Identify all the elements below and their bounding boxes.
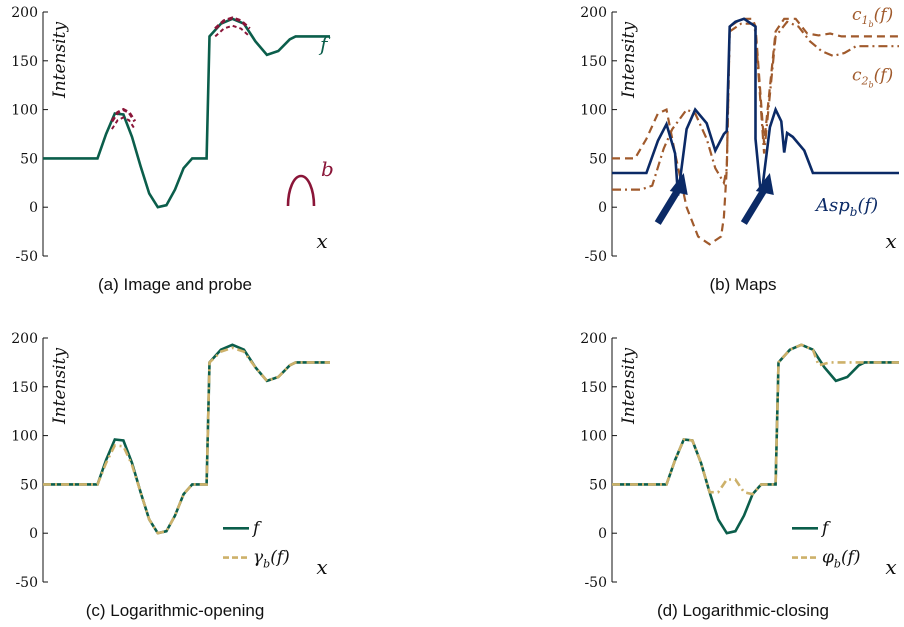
panel-b: -50 0 50 100 150 200 Intensity x (b) Maps c1b(f) c…: [580, 5, 899, 294]
series-probe-inner: [214, 24, 251, 38]
y-tick-label: 200: [580, 5, 607, 21]
panel-caption: (d) Logarithmic-closing: [657, 601, 829, 620]
y-axis-label: Intensity: [50, 348, 70, 425]
x-axis-label: x: [316, 229, 327, 253]
y-tick-label: -50: [15, 575, 38, 591]
series-g: [43, 346, 330, 535]
series-probe: [214, 16, 251, 30]
y-tick-label: 100: [11, 103, 38, 119]
y-tick-label: 100: [11, 429, 38, 445]
arrow-shaft: [740, 185, 769, 225]
panel-d: -50 0 50 100 150 200 Intensity x (d) Logarithmic…: [580, 331, 899, 620]
probe-label: b: [321, 157, 334, 181]
x-axis-label: x: [885, 229, 896, 253]
asp-label: Aspb(f): [814, 195, 878, 219]
y-tick-label: 0: [29, 200, 38, 216]
y-tick-label: 200: [11, 5, 38, 21]
series-f: [43, 17, 330, 209]
y-tick-label: 50: [20, 477, 38, 493]
panel-caption: (b) Maps: [709, 275, 776, 294]
y-tick-label: 0: [29, 526, 38, 542]
c2-label: c2b(f): [852, 65, 893, 89]
y-tick-label: 150: [580, 54, 607, 70]
legend-label-g: φb(f): [822, 548, 861, 571]
series-probe-inner: [111, 116, 136, 130]
y-tick-label: -50: [15, 249, 38, 265]
y-tick-label: 50: [20, 151, 38, 167]
series-c2: [612, 20, 899, 191]
x-axis-label: x: [316, 555, 327, 579]
series-f: [43, 343, 330, 535]
series-f: [612, 343, 899, 535]
y-tick-label: 0: [598, 200, 607, 216]
y-axis-label: Intensity: [50, 22, 70, 99]
y-tick-label: 100: [580, 429, 607, 445]
y-tick-label: 200: [580, 331, 607, 347]
legend-label-f: f: [251, 518, 262, 538]
y-tick-label: 0: [598, 526, 607, 542]
y-axis-label: Intensity: [619, 348, 639, 425]
x-axis-label: x: [885, 555, 896, 579]
series-g: [612, 343, 899, 496]
series-c1: [612, 17, 899, 246]
panel-c: -50 0 50 100 150 200 Intensity x (c) Logarithmic…: [11, 331, 330, 620]
arrow-head: [669, 173, 688, 196]
y-tick-label: 50: [589, 151, 607, 167]
y-tick-label: 150: [11, 380, 38, 396]
y-tick-label: 150: [11, 54, 38, 70]
y-tick-label: -50: [584, 249, 607, 265]
series-asp: [612, 17, 899, 198]
panel-caption: (a) Image and probe: [98, 275, 252, 294]
series-probe: [110, 107, 137, 123]
arrow-shaft: [654, 185, 683, 225]
c1-label: c1b(f): [852, 5, 893, 29]
legend-label-f: f: [820, 518, 831, 538]
probe-shape: [286, 174, 316, 207]
panel-caption: (c) Logarithmic-opening: [86, 601, 265, 620]
y-tick-label: 50: [589, 477, 607, 493]
y-tick-label: 200: [11, 331, 38, 347]
panel-a: -50 0 50 100 150 200 Intensity x (a) Image and p…: [11, 5, 334, 294]
y-axis-label: Intensity: [619, 22, 639, 99]
y-tick-label: -50: [584, 575, 607, 591]
y-tick-label: 100: [580, 103, 607, 119]
legend-label-g: γb(f): [253, 548, 290, 571]
arrow-head: [755, 173, 774, 196]
y-tick-label: 150: [580, 380, 607, 396]
